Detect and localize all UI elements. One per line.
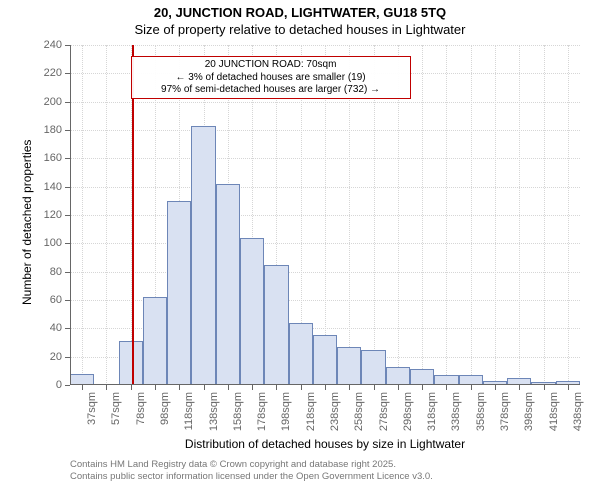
bar xyxy=(410,369,434,385)
bar xyxy=(386,367,410,385)
annotation-box: 20 JUNCTION ROAD: 70sqm ← 3% of detached… xyxy=(131,56,411,99)
bar xyxy=(167,201,191,385)
y-tick-mark xyxy=(65,300,70,301)
x-tick-label: 198sqm xyxy=(280,392,292,431)
x-tick-mark xyxy=(155,385,156,390)
y-tick-label: 40 xyxy=(30,322,62,334)
x-tick-mark xyxy=(325,385,326,390)
x-tick-mark xyxy=(106,385,107,390)
bar xyxy=(119,341,143,385)
bar xyxy=(337,347,361,385)
x-tick-label: 378sqm xyxy=(499,392,511,431)
y-tick-label: 100 xyxy=(30,237,62,249)
x-tick-mark xyxy=(544,385,545,390)
x-tick-label: 298sqm xyxy=(402,392,414,431)
bar xyxy=(289,323,313,385)
y-tick-label: 60 xyxy=(30,294,62,306)
x-tick-label: 78sqm xyxy=(135,392,147,425)
x-tick-label: 138sqm xyxy=(208,392,220,431)
bar xyxy=(361,350,385,385)
y-tick-mark xyxy=(65,158,70,159)
attribution: Contains HM Land Registry data © Crown c… xyxy=(70,459,433,484)
x-tick-mark xyxy=(131,385,132,390)
y-tick-mark xyxy=(65,328,70,329)
x-tick-mark xyxy=(422,385,423,390)
x-tick-mark xyxy=(252,385,253,390)
x-tick-mark xyxy=(519,385,520,390)
y-tick-mark xyxy=(65,102,70,103)
x-tick-label: 358sqm xyxy=(475,392,487,431)
y-tick-mark xyxy=(65,187,70,188)
chart-title: 20, JUNCTION ROAD, LIGHTWATER, GU18 5TQ xyxy=(0,5,600,20)
x-axis-title: Distribution of detached houses by size … xyxy=(70,437,580,451)
x-tick-label: 398sqm xyxy=(523,392,535,431)
annotation-line-3: 97% of semi-detached houses are larger (… xyxy=(136,84,406,97)
x-tick-label: 318sqm xyxy=(426,392,438,431)
x-tick-label: 278sqm xyxy=(378,392,390,431)
y-tick-mark xyxy=(65,45,70,46)
y-tick-label: 240 xyxy=(30,39,62,51)
x-tick-label: 418sqm xyxy=(548,392,560,431)
y-tick-label: 0 xyxy=(30,379,62,391)
y-tick-label: 200 xyxy=(30,96,62,108)
x-tick-label: 118sqm xyxy=(183,392,195,430)
annotation-line-2: ← 3% of detached houses are smaller (19) xyxy=(136,72,406,85)
x-tick-label: 98sqm xyxy=(159,392,171,425)
x-tick-mark xyxy=(349,385,350,390)
y-tick-label: 80 xyxy=(30,266,62,278)
x-tick-label: 218sqm xyxy=(305,392,317,431)
x-tick-mark xyxy=(374,385,375,390)
y-tick-mark xyxy=(65,357,70,358)
annotation-line-1: 20 JUNCTION ROAD: 70sqm xyxy=(136,59,406,72)
x-tick-label: 258sqm xyxy=(353,392,365,431)
x-tick-mark xyxy=(276,385,277,390)
bar xyxy=(264,265,288,385)
y-tick-label: 20 xyxy=(30,351,62,363)
x-tick-mark xyxy=(82,385,83,390)
x-tick-label: 438sqm xyxy=(572,392,584,431)
bar xyxy=(313,335,337,385)
y-tick-mark xyxy=(65,243,70,244)
y-axis-title: Number of detached properties xyxy=(20,140,34,305)
x-tick-mark xyxy=(204,385,205,390)
y-tick-mark xyxy=(65,130,70,131)
bar xyxy=(143,297,167,385)
axis-border-left xyxy=(70,45,71,385)
x-tick-label: 158sqm xyxy=(232,392,244,431)
x-tick-mark xyxy=(398,385,399,390)
bar xyxy=(216,184,240,385)
y-tick-label: 160 xyxy=(30,152,62,164)
x-tick-mark xyxy=(301,385,302,390)
x-tick-mark xyxy=(228,385,229,390)
y-tick-mark xyxy=(65,385,70,386)
attribution-line-2: Contains public sector information licen… xyxy=(70,471,433,483)
x-tick-mark xyxy=(495,385,496,390)
x-tick-mark xyxy=(446,385,447,390)
y-tick-label: 120 xyxy=(30,209,62,221)
y-tick-label: 180 xyxy=(30,124,62,136)
chart-subtitle: Size of property relative to detached ho… xyxy=(0,22,600,37)
x-tick-mark xyxy=(568,385,569,390)
bar xyxy=(191,126,215,385)
x-tick-mark xyxy=(471,385,472,390)
x-tick-mark xyxy=(179,385,180,390)
y-tick-mark xyxy=(65,73,70,74)
x-tick-label: 238sqm xyxy=(329,392,341,431)
y-tick-label: 220 xyxy=(30,67,62,79)
x-tick-label: 338sqm xyxy=(450,392,462,431)
attribution-line-1: Contains HM Land Registry data © Crown c… xyxy=(70,459,433,471)
x-tick-label: 57sqm xyxy=(110,392,122,425)
x-tick-label: 37sqm xyxy=(86,392,98,425)
y-tick-label: 140 xyxy=(30,181,62,193)
plot-area: 20 JUNCTION ROAD: 70sqm ← 3% of detached… xyxy=(70,45,580,385)
y-tick-mark xyxy=(65,272,70,273)
x-tick-label: 178sqm xyxy=(256,392,268,431)
y-tick-mark xyxy=(65,215,70,216)
bar xyxy=(240,238,264,385)
